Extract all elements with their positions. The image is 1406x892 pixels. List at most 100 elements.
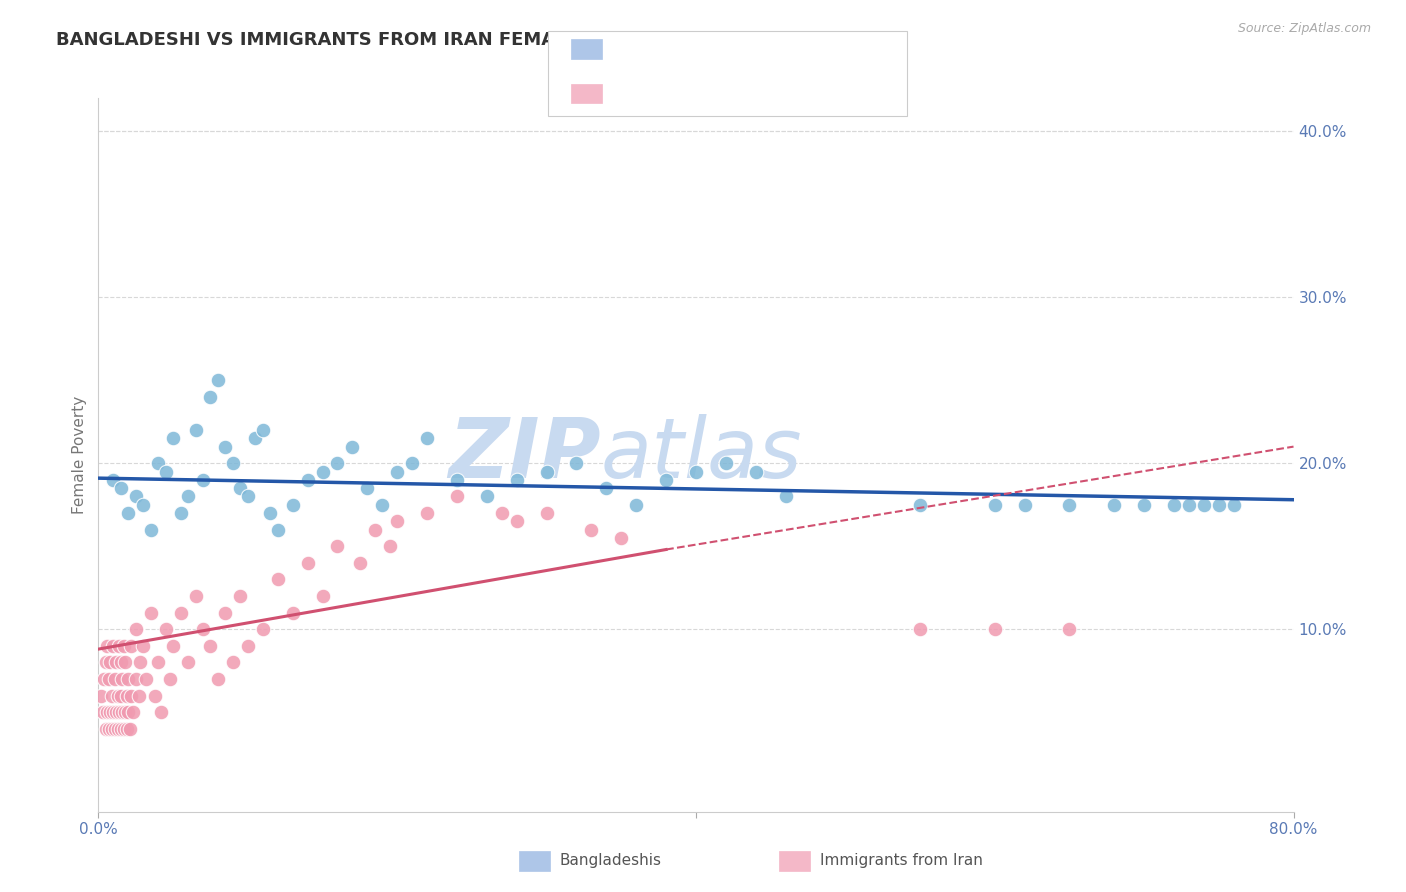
- Point: [101, 689, 124, 703]
- Point: [125, 490, 148, 504]
- Point: [581, 523, 603, 537]
- Point: [117, 705, 139, 719]
- Point: [229, 481, 252, 495]
- Point: [112, 722, 135, 736]
- Point: [169, 606, 191, 620]
- Point: [565, 456, 588, 470]
- Point: [1192, 498, 1215, 512]
- Point: [416, 506, 439, 520]
- Point: [214, 440, 236, 454]
- Point: [236, 639, 259, 653]
- Point: [118, 722, 141, 736]
- Point: [177, 490, 200, 504]
- Point: [115, 689, 138, 703]
- Point: [114, 705, 136, 719]
- Point: [184, 423, 207, 437]
- Point: [117, 672, 139, 686]
- Point: [385, 465, 409, 479]
- Point: [655, 473, 678, 487]
- Point: [1208, 498, 1230, 512]
- Point: [159, 672, 181, 686]
- Point: [267, 523, 290, 537]
- Point: [200, 639, 222, 653]
- Point: [143, 689, 166, 703]
- Point: [125, 672, 148, 686]
- Point: [110, 481, 132, 495]
- Point: [148, 656, 170, 670]
- Point: [111, 672, 134, 686]
- Point: [132, 639, 155, 653]
- Point: [446, 490, 468, 504]
- Point: [105, 656, 128, 670]
- Point: [1178, 498, 1201, 512]
- Point: [110, 722, 132, 736]
- Text: 83: 83: [769, 87, 790, 101]
- Point: [252, 423, 274, 437]
- Point: [297, 473, 319, 487]
- Point: [401, 456, 423, 470]
- Point: [96, 639, 118, 653]
- Point: [112, 639, 135, 653]
- Point: [506, 514, 529, 528]
- Point: [125, 622, 148, 636]
- Text: BANGLADESHI VS IMMIGRANTS FROM IRAN FEMALE POVERTY CORRELATION CHART: BANGLADESHI VS IMMIGRANTS FROM IRAN FEMA…: [56, 31, 898, 49]
- Point: [107, 722, 129, 736]
- Text: R =: R =: [614, 87, 648, 101]
- Point: [371, 498, 394, 512]
- Point: [222, 456, 245, 470]
- Point: [984, 622, 1007, 636]
- Point: [506, 473, 529, 487]
- Point: [311, 589, 333, 603]
- Point: [129, 656, 152, 670]
- Point: [139, 606, 162, 620]
- Point: [121, 705, 143, 719]
- Point: [349, 556, 371, 570]
- Point: [385, 514, 409, 528]
- Point: [536, 465, 558, 479]
- Text: Source: ZipAtlas.com: Source: ZipAtlas.com: [1237, 22, 1371, 36]
- Point: [207, 373, 229, 387]
- Point: [103, 705, 125, 719]
- Point: [101, 722, 124, 736]
- Point: [1133, 498, 1156, 512]
- Point: [97, 722, 120, 736]
- Point: [111, 705, 134, 719]
- Point: [1223, 498, 1246, 512]
- Point: [93, 672, 115, 686]
- Point: [416, 431, 439, 445]
- Point: [984, 498, 1007, 512]
- Point: [536, 506, 558, 520]
- Text: ZIP: ZIP: [447, 415, 600, 495]
- Point: [162, 639, 184, 653]
- Point: [610, 531, 633, 545]
- Point: [120, 689, 142, 703]
- Point: [90, 689, 112, 703]
- Point: [115, 722, 138, 736]
- Point: [135, 672, 157, 686]
- Point: [714, 456, 737, 470]
- Point: [107, 689, 129, 703]
- Text: atlas: atlas: [600, 415, 801, 495]
- Point: [775, 490, 797, 504]
- Point: [908, 498, 931, 512]
- Point: [378, 539, 401, 553]
- Point: [128, 689, 150, 703]
- Point: [222, 656, 245, 670]
- Point: [281, 498, 304, 512]
- Point: [685, 465, 707, 479]
- Point: [108, 639, 131, 653]
- Point: [110, 689, 132, 703]
- Point: [103, 639, 125, 653]
- Point: [148, 456, 170, 470]
- Point: [94, 722, 117, 736]
- Point: [475, 490, 498, 504]
- Point: [1059, 622, 1081, 636]
- Point: [120, 639, 142, 653]
- Point: [100, 705, 122, 719]
- Text: Immigrants from Iran: Immigrants from Iran: [820, 854, 983, 868]
- Point: [103, 473, 125, 487]
- Y-axis label: Female Poverty: Female Poverty: [72, 396, 87, 514]
- Point: [105, 705, 128, 719]
- Point: [908, 622, 931, 636]
- Point: [214, 606, 236, 620]
